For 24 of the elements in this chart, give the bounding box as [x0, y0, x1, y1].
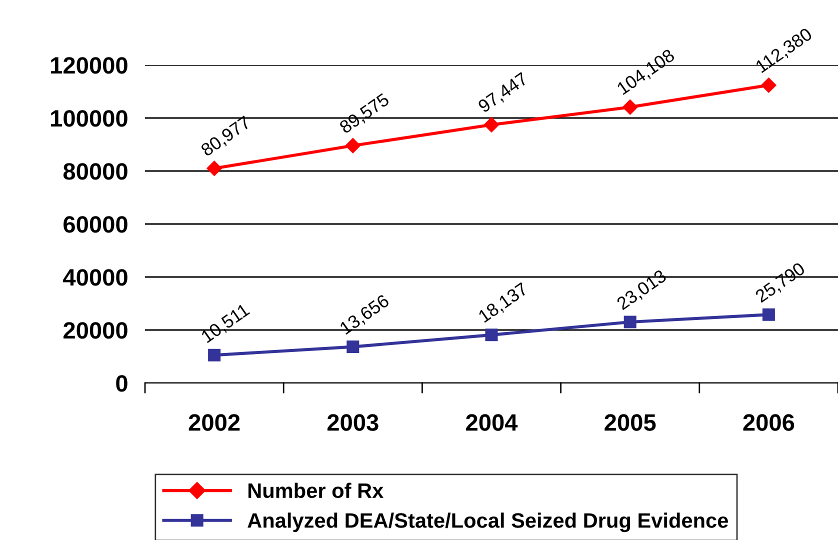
point — [762, 308, 775, 321]
point — [346, 340, 360, 354]
x-tick-label: 2003 — [327, 414, 378, 431]
y-tick-label: 100000 — [51, 110, 128, 127]
x-tick-label: 2002 — [188, 414, 240, 431]
y-tick-label: 80000 — [63, 163, 128, 180]
point — [206, 160, 222, 176]
point — [622, 100, 638, 115]
legend-label: Analyzed DEA/State/Local Seized Drug Evidence — [248, 512, 728, 532]
point — [208, 348, 221, 362]
x-tick-label: 2005 — [604, 414, 656, 431]
point — [761, 78, 776, 93]
point — [485, 328, 498, 342]
x-tick-label: 2006 — [743, 414, 794, 431]
y-tick-label: 60000 — [64, 216, 128, 233]
legend-label: Number of Rx — [248, 482, 384, 498]
point — [624, 316, 636, 328]
y-tick-label: 20000 — [64, 322, 128, 339]
point — [484, 117, 500, 132]
point — [345, 138, 360, 154]
y-tick-label: 120000 — [51, 57, 128, 74]
y-tick-label: 40000 — [63, 269, 128, 286]
y-tick-label: 0 — [116, 375, 128, 392]
x-tick-label: 2004 — [466, 414, 518, 431]
